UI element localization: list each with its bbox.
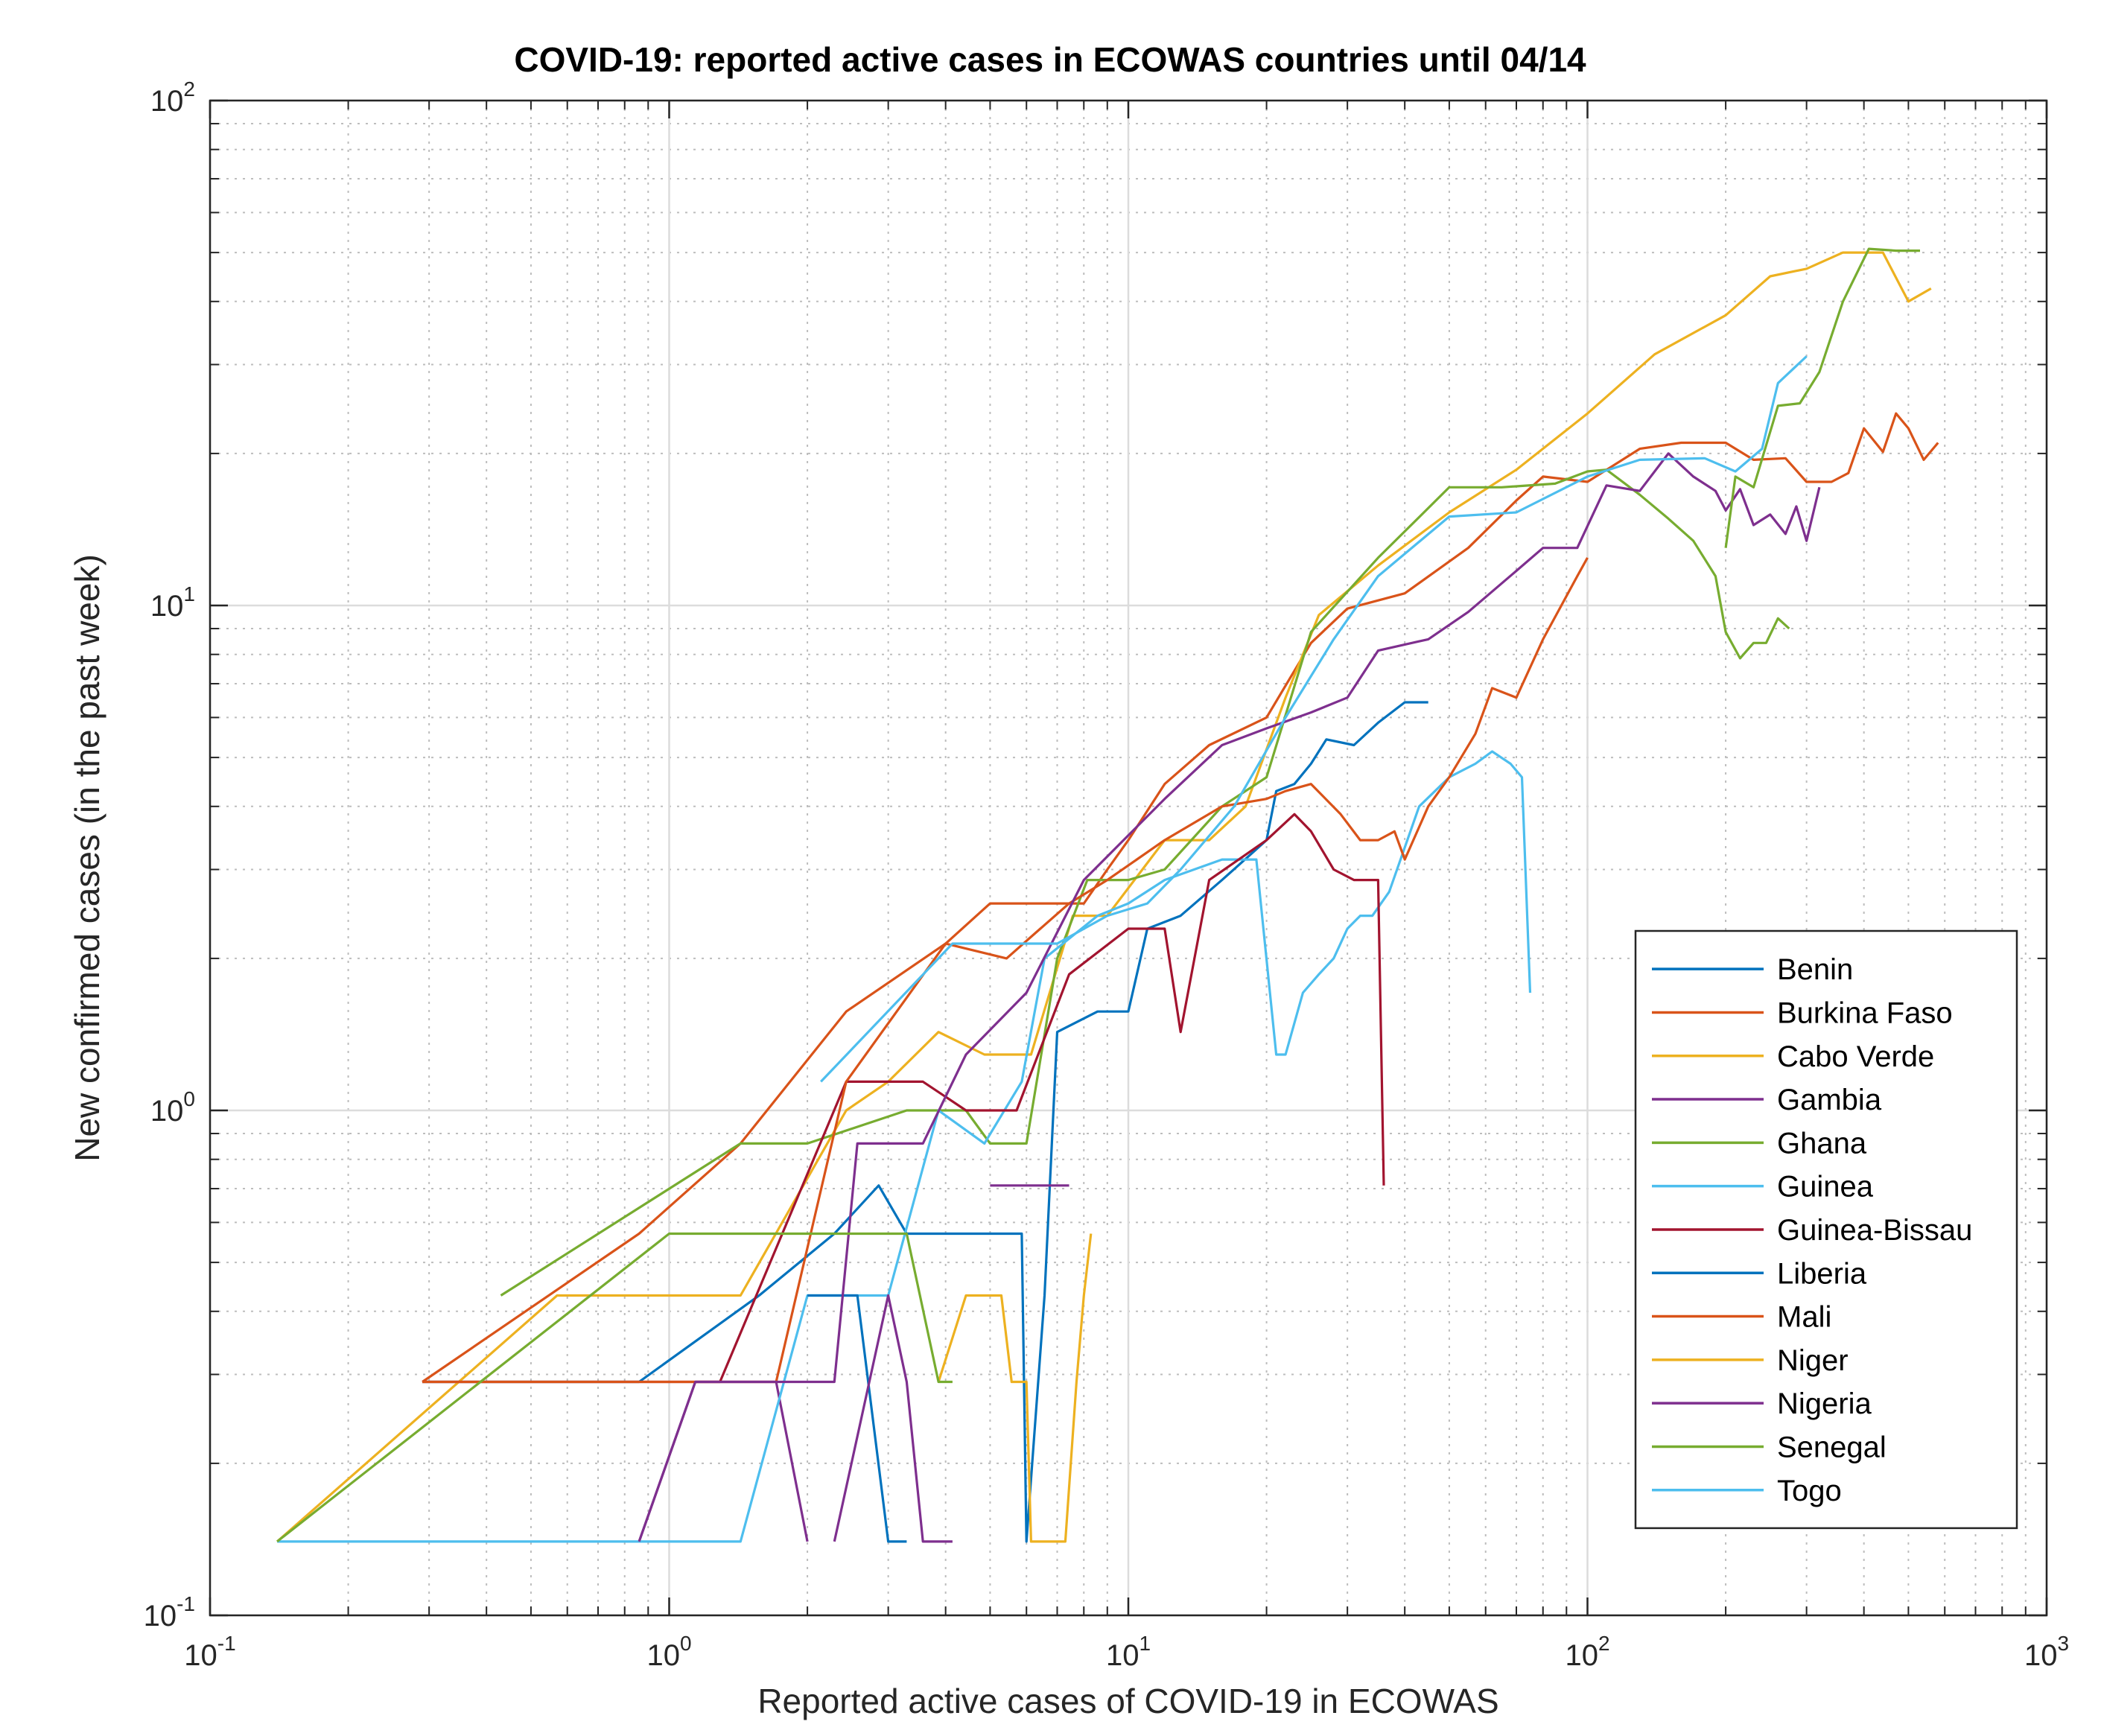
legend: Benin Burkina Faso Cabo Verde Gambia Ghana Gu…	[1634, 929, 2018, 1530]
x-tick-label: 102	[1565, 1632, 1609, 1672]
series-line-liberia	[807, 1294, 907, 1543]
legend-label: Ghana	[1777, 1127, 1867, 1160]
legend-label: Guinea	[1777, 1171, 1874, 1204]
series-line-benin	[422, 701, 1428, 1543]
y-tick-label: 100	[150, 1087, 195, 1128]
series-line-gambia	[638, 1380, 809, 1542]
chart-title: COVID-19: reported active cases in ECOWA…	[514, 40, 1586, 79]
series-line-nigeria	[638, 452, 1821, 1542]
x-tick-label: 103	[2024, 1632, 2069, 1672]
x-tick-label: 10-1	[184, 1632, 235, 1672]
x-tick-label: 100	[646, 1632, 691, 1672]
legend-label: Burkina Faso	[1777, 996, 1953, 1029]
axis-ticks: 10-1 100 101 102 103 10-1 100 101 102	[144, 77, 2069, 1672]
series-line-segment-15	[1724, 247, 1920, 548]
legend-label: Mali	[1777, 1301, 1831, 1334]
series-lines	[276, 247, 1939, 1543]
legend-label: Guinea-Bissau	[1777, 1214, 1972, 1247]
legend-label: Togo	[1777, 1475, 1842, 1507]
series-line-segment-13	[833, 1294, 953, 1543]
series-line-senegal	[276, 1232, 953, 1543]
y-tick-label: 102	[150, 77, 195, 118]
y-axis-label: New confirmed cases (in the past week)	[68, 554, 107, 1162]
x-axis-label: Reported active cases of COVID-19 in ECO…	[757, 1682, 1498, 1720]
series-line-burkina-faso	[422, 412, 1939, 1383]
series-line-ghana	[500, 468, 1790, 1297]
legend-label: Nigeria	[1777, 1387, 1872, 1420]
legend-label: Senegal	[1777, 1431, 1887, 1463]
y-tick-label: 101	[150, 582, 195, 623]
series-line-guinea	[277, 750, 1532, 1543]
series-line-niger	[937, 1233, 1093, 1543]
y-tick-label: 10-1	[144, 1592, 195, 1632]
legend-label: Gambia	[1777, 1084, 1882, 1116]
legend-label: Liberia	[1777, 1257, 1867, 1290]
legend-label: Benin	[1777, 953, 1853, 986]
legend-label: Cabo Verde	[1777, 1040, 1934, 1073]
series-line-togo	[820, 355, 1808, 1083]
series-line-guinea-bissau	[422, 813, 1385, 1384]
series-line-cabo-verde	[276, 251, 1932, 1543]
series-line-mali	[422, 557, 1589, 1384]
x-tick-label: 101	[1106, 1632, 1151, 1672]
legend-label: Niger	[1777, 1344, 1849, 1377]
